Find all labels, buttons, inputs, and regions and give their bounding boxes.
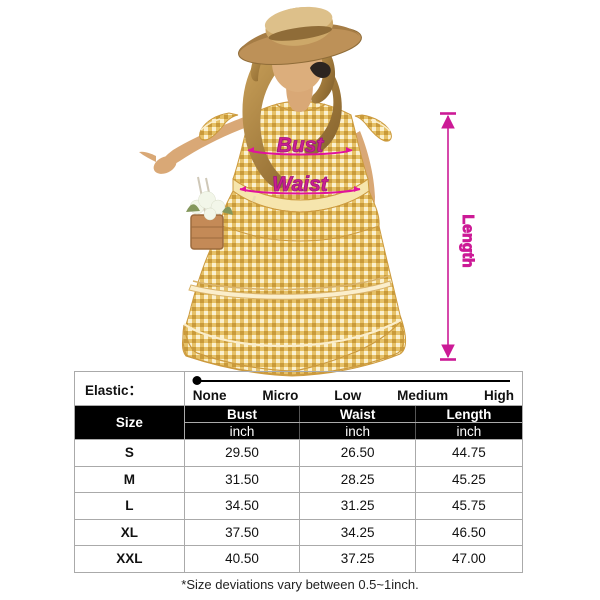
svg-text:Length: Length xyxy=(459,214,476,267)
svg-text:Waist: Waist xyxy=(272,173,329,196)
svg-text:Bust: Bust xyxy=(277,134,325,157)
